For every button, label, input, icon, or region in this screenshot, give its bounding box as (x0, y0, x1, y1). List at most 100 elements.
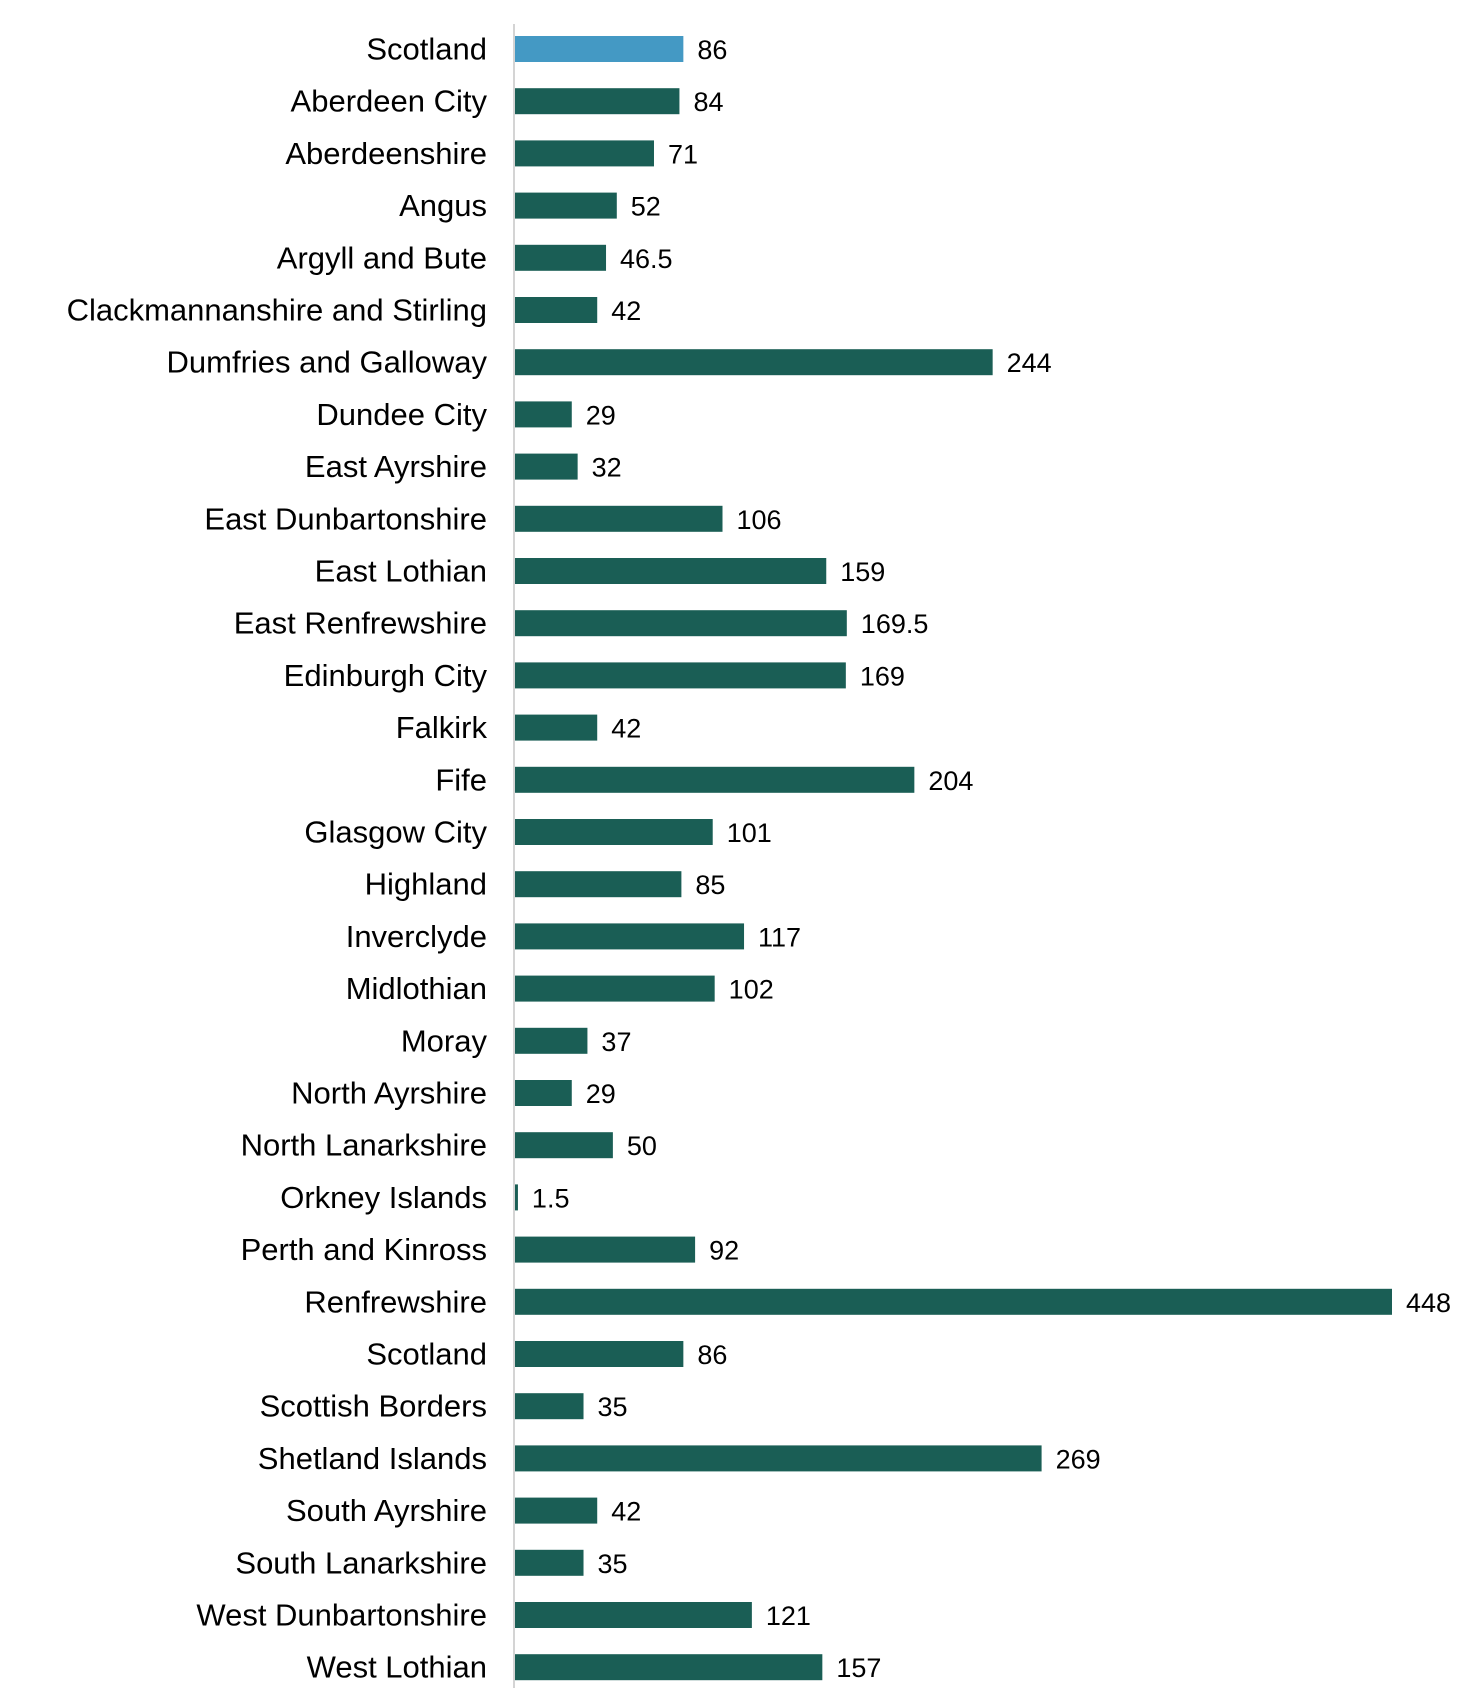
category-label-23: Perth and Kinross (241, 1232, 487, 1267)
bar-15 (515, 819, 713, 845)
value-label-19: 37 (601, 1027, 631, 1057)
bar-20 (515, 1080, 572, 1106)
bar-27 (515, 1445, 1042, 1472)
bar-24 (515, 1288, 1392, 1315)
value-label-24: 448 (1406, 1288, 1451, 1318)
bar-0 (515, 36, 684, 62)
bar-2 (515, 140, 654, 167)
bar-25 (515, 1341, 684, 1367)
bar-3 (515, 192, 617, 219)
value-label-6: 244 (1007, 348, 1052, 378)
value-label-8: 32 (592, 453, 622, 483)
value-label-29: 35 (598, 1549, 628, 1579)
bar-8 (515, 453, 578, 480)
category-label-17: Inverclyde (346, 919, 487, 954)
value-label-25: 86 (697, 1340, 727, 1370)
category-label-26: Scottish Borders (260, 1389, 487, 1424)
value-label-23: 92 (709, 1236, 739, 1266)
category-label-22: Orkney Islands (280, 1180, 487, 1215)
bar-5 (515, 297, 598, 323)
bar-31 (515, 1654, 823, 1681)
value-label-7: 29 (586, 400, 616, 430)
category-label-20: North Ayrshire (291, 1076, 487, 1111)
value-label-21: 50 (627, 1131, 657, 1161)
category-label-1: Aberdeen City (291, 84, 488, 119)
value-label-9: 106 (737, 505, 782, 535)
bar-22 (515, 1184, 518, 1211)
value-label-10: 159 (840, 557, 885, 587)
value-label-18: 102 (729, 975, 774, 1005)
bar-12 (515, 662, 846, 689)
value-label-16: 85 (695, 870, 725, 900)
value-label-12: 169 (860, 661, 905, 691)
value-label-1: 84 (693, 87, 723, 117)
category-label-14: Fife (435, 762, 487, 797)
category-label-2: Aberdeenshire (285, 136, 487, 171)
category-label-27: Shetland Islands (258, 1441, 487, 1476)
category-label-3: Angus (399, 188, 487, 223)
bar-1 (515, 88, 680, 115)
category-label-12: Edinburgh City (284, 658, 488, 693)
bar-18 (515, 975, 715, 1002)
category-label-24: Renfrewshire (304, 1284, 487, 1319)
value-label-4: 46.5 (620, 244, 673, 274)
category-label-30: West Dunbartonshire (196, 1598, 487, 1633)
category-label-31: West Lothian (307, 1650, 487, 1685)
bars-layer (515, 36, 1392, 1681)
category-label-13: Falkirk (396, 710, 488, 745)
bar-10 (515, 558, 827, 584)
value-label-28: 42 (611, 1497, 641, 1527)
bar-6 (515, 349, 993, 376)
category-label-9: East Dunbartonshire (204, 501, 487, 536)
bar-26 (515, 1393, 584, 1420)
category-label-19: Moray (401, 1023, 488, 1058)
value-label-11: 169.5 (861, 609, 929, 639)
bar-23 (515, 1236, 696, 1263)
value-label-0: 86 (697, 35, 727, 65)
category-label-5: Clackmannanshire and Stirling (67, 293, 487, 328)
value-label-3: 52 (631, 192, 661, 222)
category-label-16: Highland (365, 867, 487, 902)
value-label-30: 121 (766, 1601, 811, 1631)
category-label-15: Glasgow City (304, 815, 487, 850)
category-label-18: Midlothian (346, 971, 487, 1006)
value-label-22: 1.5 (532, 1183, 570, 1213)
category-labels: Scotland Aberdeen City Aberdeenshire Angus A… (67, 32, 488, 1685)
bar-29 (515, 1549, 584, 1576)
bar-9 (515, 505, 723, 532)
category-label-29: South Lanarkshire (235, 1545, 487, 1580)
bar-17 (515, 923, 745, 950)
category-label-25: Scotland (366, 1337, 487, 1372)
value-label-2: 71 (668, 139, 698, 169)
value-label-14: 204 (928, 766, 973, 796)
bar-7 (515, 401, 572, 428)
bar-21 (515, 1132, 613, 1159)
value-label-15: 101 (727, 818, 772, 848)
value-label-26: 35 (598, 1392, 628, 1422)
bar-28 (515, 1497, 598, 1524)
category-label-10: East Lothian (315, 554, 487, 589)
category-label-4: Argyll and Bute (277, 240, 487, 275)
category-label-11: East Renfrewshire (234, 606, 487, 641)
value-label-27: 269 (1056, 1444, 1101, 1474)
bar-30 (515, 1602, 752, 1628)
bar-4 (515, 244, 607, 271)
value-label-31: 157 (836, 1653, 881, 1683)
bar-16 (515, 871, 682, 898)
bar-19 (515, 1027, 588, 1054)
value-label-13: 42 (611, 714, 641, 744)
category-label-21: North Lanarkshire (241, 1128, 487, 1163)
category-label-6: Dumfries and Galloway (167, 345, 488, 380)
bar-11 (515, 610, 847, 637)
value-label-5: 42 (611, 296, 641, 326)
category-label-28: South Ayrshire (286, 1493, 487, 1528)
bar-13 (515, 714, 598, 741)
value-label-17: 117 (758, 922, 801, 952)
category-label-8: East Ayrshire (305, 449, 487, 484)
category-label-0: Scotland (366, 32, 487, 67)
bar-14 (515, 766, 915, 793)
value-label-20: 29 (586, 1079, 616, 1109)
